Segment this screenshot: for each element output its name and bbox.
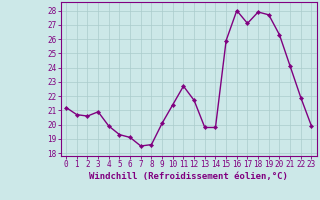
X-axis label: Windchill (Refroidissement éolien,°C): Windchill (Refroidissement éolien,°C) [89, 172, 288, 181]
